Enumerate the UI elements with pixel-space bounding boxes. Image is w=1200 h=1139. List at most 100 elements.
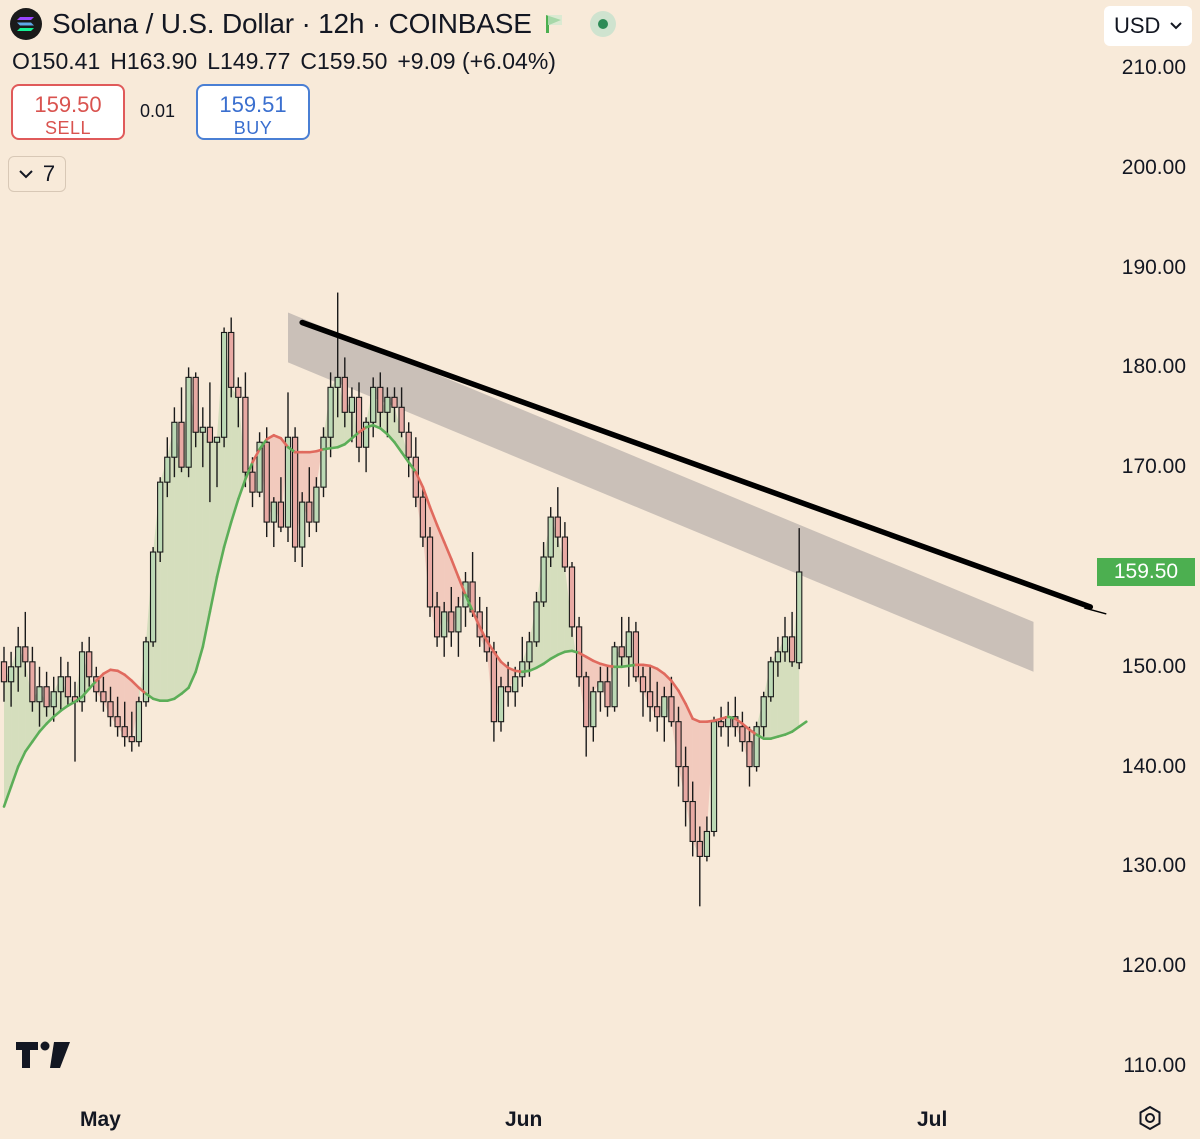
chevron-down-icon	[19, 170, 33, 179]
candle	[625, 616, 632, 687]
x-tick-label: May	[80, 1108, 121, 1131]
candle-body	[448, 611, 455, 633]
candle-body	[57, 676, 64, 693]
y-tick-label: 200.00	[1121, 155, 1186, 179]
ma-fill-segment	[209, 437, 217, 612]
candle	[774, 636, 782, 677]
candle-body	[781, 636, 789, 653]
candle-body	[504, 686, 512, 693]
candle-body	[213, 436, 221, 443]
candle-body	[646, 691, 654, 708]
trendline	[299, 319, 1094, 610]
candle	[590, 686, 597, 742]
candle	[284, 392, 292, 543]
candle	[526, 631, 533, 677]
buy-button[interactable]: 159.51 BUY	[196, 84, 310, 140]
ma-line-segment	[741, 722, 751, 731]
candle	[433, 591, 441, 647]
candle	[377, 372, 384, 428]
candle-body	[327, 386, 334, 438]
ma-line-segment	[66, 700, 77, 708]
ma-line-segment	[208, 575, 219, 614]
ma-line-segment	[80, 687, 91, 699]
ma-line-segment	[137, 686, 148, 696]
candle	[639, 666, 647, 717]
candle-body	[199, 426, 206, 433]
ma-line-segment	[492, 650, 503, 664]
tradingview-logo-icon[interactable]	[16, 1040, 72, 1070]
ma-line-segment	[790, 725, 801, 733]
candle-body	[355, 396, 363, 448]
ma-line-segment	[215, 545, 226, 579]
ma-line-segment	[343, 436, 354, 446]
currency-select[interactable]: USD	[1104, 6, 1192, 46]
candle-body	[710, 721, 718, 833]
ma-line-segment	[31, 730, 41, 743]
ma-line-segment	[684, 702, 695, 720]
candle-body	[689, 800, 696, 843]
candle-body	[540, 556, 547, 603]
y-tick-label: 120.00	[1121, 954, 1186, 978]
y-tick-label: 140.00	[1121, 754, 1186, 778]
sell-button[interactable]: 159.50 SELL	[11, 84, 125, 140]
candle	[696, 826, 703, 907]
ma-line-segment	[435, 523, 446, 544]
candle	[796, 528, 803, 670]
candle-body	[796, 571, 803, 664]
candle	[689, 781, 696, 857]
ma-line-segment	[251, 447, 261, 464]
settings-icon[interactable]	[1137, 1105, 1163, 1131]
candle	[611, 641, 618, 712]
ma-line-segment	[393, 440, 403, 454]
candle	[164, 437, 171, 498]
candle-body	[604, 681, 611, 708]
candle	[391, 387, 398, 423]
candle-body	[512, 676, 519, 693]
ma-line-segment	[414, 470, 425, 489]
candle-body	[611, 646, 618, 708]
candle-body	[661, 696, 668, 718]
candle	[43, 671, 50, 717]
candle-body	[249, 471, 256, 493]
low-value: 149.77	[220, 48, 291, 74]
ma-fill-segment	[238, 397, 246, 500]
candle	[568, 562, 576, 637]
candle	[0, 646, 8, 702]
flag-icon[interactable]	[542, 11, 568, 37]
ma-line-segment	[229, 497, 240, 524]
resistance-zone	[288, 312, 1034, 672]
candle	[86, 636, 93, 687]
candle-body	[767, 661, 774, 698]
ma-fill-segment	[607, 646, 615, 707]
candle-body	[242, 396, 249, 473]
candle	[604, 666, 611, 717]
trendline-tail	[1084, 607, 1107, 615]
candle	[291, 427, 299, 563]
candle-body	[590, 691, 597, 728]
candle-body	[391, 396, 398, 408]
candle-body	[547, 516, 554, 558]
last-price-tag: 159.50	[1097, 558, 1195, 586]
indicators-toggle-button[interactable]: 7	[8, 156, 66, 192]
candle	[781, 616, 789, 662]
ma-line-segment	[584, 655, 595, 663]
ma-fill-segment	[25, 661, 33, 752]
x-tick-label: Jun	[505, 1108, 543, 1131]
candle-body	[313, 486, 320, 523]
ma-line-segment	[2, 785, 13, 808]
ma-line-segment	[123, 673, 134, 683]
candle	[178, 387, 185, 473]
candle	[299, 492, 306, 567]
ma-line-segment	[59, 704, 70, 713]
candle-body	[441, 611, 448, 638]
candle-body	[142, 641, 150, 703]
ma-line-segment	[386, 432, 396, 444]
candle-body	[178, 421, 185, 468]
candle-body	[348, 396, 356, 413]
candle-body	[291, 436, 299, 548]
ma-fill-segment	[316, 437, 324, 488]
candle-body	[206, 426, 214, 443]
candle	[78, 641, 86, 712]
spread-value: 0.01	[140, 101, 176, 121]
